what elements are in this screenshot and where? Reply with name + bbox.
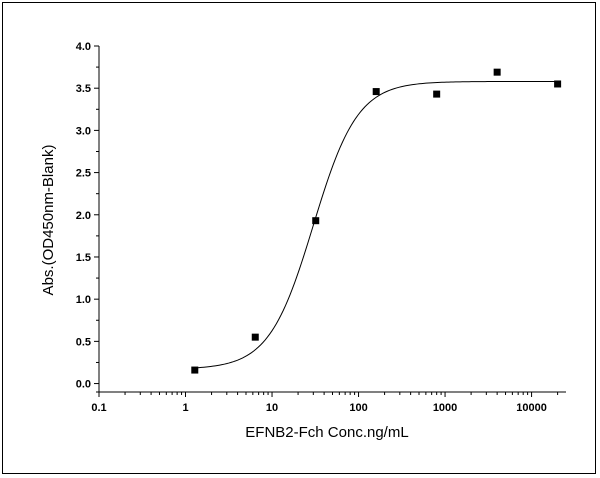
- x-tick-label: 10000: [516, 402, 547, 414]
- y-tick-label: 3.5: [76, 83, 91, 95]
- data-point: [493, 68, 501, 76]
- y-tick-label: 0.0: [76, 379, 91, 391]
- x-axis-title: EFNB2-Fch Conc.ng/mL: [245, 424, 408, 441]
- x-tick-label: 1000: [433, 402, 457, 414]
- y-tick-label: 4.0: [76, 41, 91, 53]
- y-tick-label: 1.0: [76, 294, 91, 306]
- data-point: [251, 333, 259, 341]
- y-tick-label: 3.0: [76, 125, 91, 137]
- tick-labels: 0.0 0.5 1.0 1.5 2.0 2.5 3.0 3.5 4.0 0.1 1 10 100 1000…: [76, 41, 547, 414]
- x-tick-label: 10: [266, 402, 278, 414]
- tick-marks: [94, 45, 559, 397]
- data-point: [554, 80, 562, 88]
- y-axis-title: Abs.(OD450nm-Blank): [40, 145, 57, 296]
- data-point: [372, 88, 380, 96]
- chart-frame: [2, 2, 596, 474]
- x-tick-label: 100: [349, 402, 367, 414]
- x-tick-label: 0.1: [91, 402, 106, 414]
- fit-curve: [194, 80, 558, 369]
- axes: [98, 46, 566, 393]
- y-tick-label: 0.5: [76, 336, 91, 348]
- y-tick-label: 2.0: [76, 210, 91, 222]
- data-points: [191, 68, 562, 374]
- fit-curve-group: [194, 80, 558, 369]
- x-tick-label: 1: [182, 402, 188, 414]
- y-tick-label: 2.5: [76, 168, 91, 180]
- data-point: [433, 90, 441, 98]
- data-point: [191, 366, 199, 374]
- data-point: [312, 217, 320, 225]
- y-tick-label: 1.5: [76, 252, 91, 264]
